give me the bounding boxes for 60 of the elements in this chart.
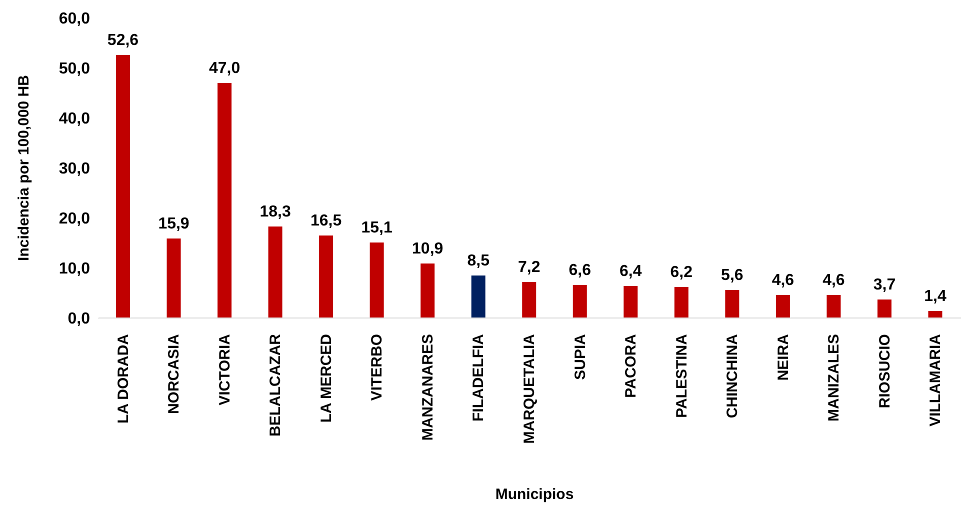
x-tick-label: VITERBO (368, 334, 386, 401)
x-tick-label: NORCASIA (166, 334, 183, 414)
y-tick-label: 60,0 (58, 10, 90, 28)
data-label: 4,6 (822, 272, 845, 289)
x-tick-label: MANZANARES (419, 334, 436, 441)
x-tick-label: VILLAMARIA (927, 334, 944, 426)
bar (166, 238, 181, 318)
x-tick-label: FILADELFIA (470, 334, 488, 422)
x-tick-label: PALESTINA (673, 334, 690, 418)
y-axis-title: Incidencia por 100,000 HB (15, 74, 32, 261)
bar (471, 276, 486, 318)
x-tick-label: LA MERCED (318, 334, 335, 423)
bar (674, 287, 688, 318)
data-label: 16,5 (310, 212, 342, 230)
data-label: 15,9 (158, 216, 190, 232)
bar (928, 311, 942, 318)
y-tick-label: 20,0 (58, 210, 90, 228)
bar (624, 286, 638, 318)
data-label: 6,4 (620, 263, 642, 280)
x-tick-label: VICTORIA (216, 334, 234, 406)
data-label: 52,6 (107, 32, 139, 49)
bar (319, 236, 334, 318)
bar (420, 264, 435, 318)
bar (268, 226, 282, 318)
data-label: 18,3 (260, 204, 291, 220)
y-tick-label: 50,0 (58, 60, 90, 78)
bar (370, 242, 384, 318)
data-label: 6,6 (568, 262, 592, 279)
x-tick-label: RIOSUCIO (876, 334, 894, 408)
x-tick-label: SUPIA (572, 334, 589, 380)
x-tick-label: CHINCHINA (724, 334, 742, 418)
x-tick-label: PACORA (622, 334, 640, 398)
bar (877, 300, 892, 318)
bar (826, 295, 841, 318)
x-axis-title: Municipios (494, 486, 575, 503)
y-tick-label: 10,0 (58, 260, 90, 278)
x-tick-label: NEIRA (774, 334, 792, 381)
data-label: 15,1 (361, 220, 392, 236)
bar (116, 55, 130, 318)
bar (776, 295, 790, 318)
data-label: 10,9 (412, 240, 444, 258)
data-label: 8,5 (467, 252, 490, 270)
y-tick-label: 0,0 (68, 310, 90, 328)
data-label: 5,6 (721, 267, 744, 284)
bar (725, 290, 740, 318)
data-label: 3,7 (873, 276, 896, 294)
x-tick-label: MANIZALES (826, 334, 843, 422)
x-tick-label: LA DORADA (114, 334, 132, 424)
x-tick-label: MARQUETALIA (521, 334, 538, 444)
data-label: 7,2 (518, 259, 540, 276)
data-label: 6,2 (670, 264, 693, 281)
data-label: 1,4 (924, 288, 946, 305)
data-label: 4,6 (772, 272, 794, 289)
data-label: 47,0 (208, 60, 240, 77)
bar (522, 282, 536, 318)
y-tick-label: 30,0 (58, 160, 90, 178)
x-tick-label: BELALCAZAR (267, 334, 284, 436)
bar (218, 83, 232, 318)
y-tick-label: 40,0 (58, 110, 90, 128)
bar (572, 285, 587, 318)
